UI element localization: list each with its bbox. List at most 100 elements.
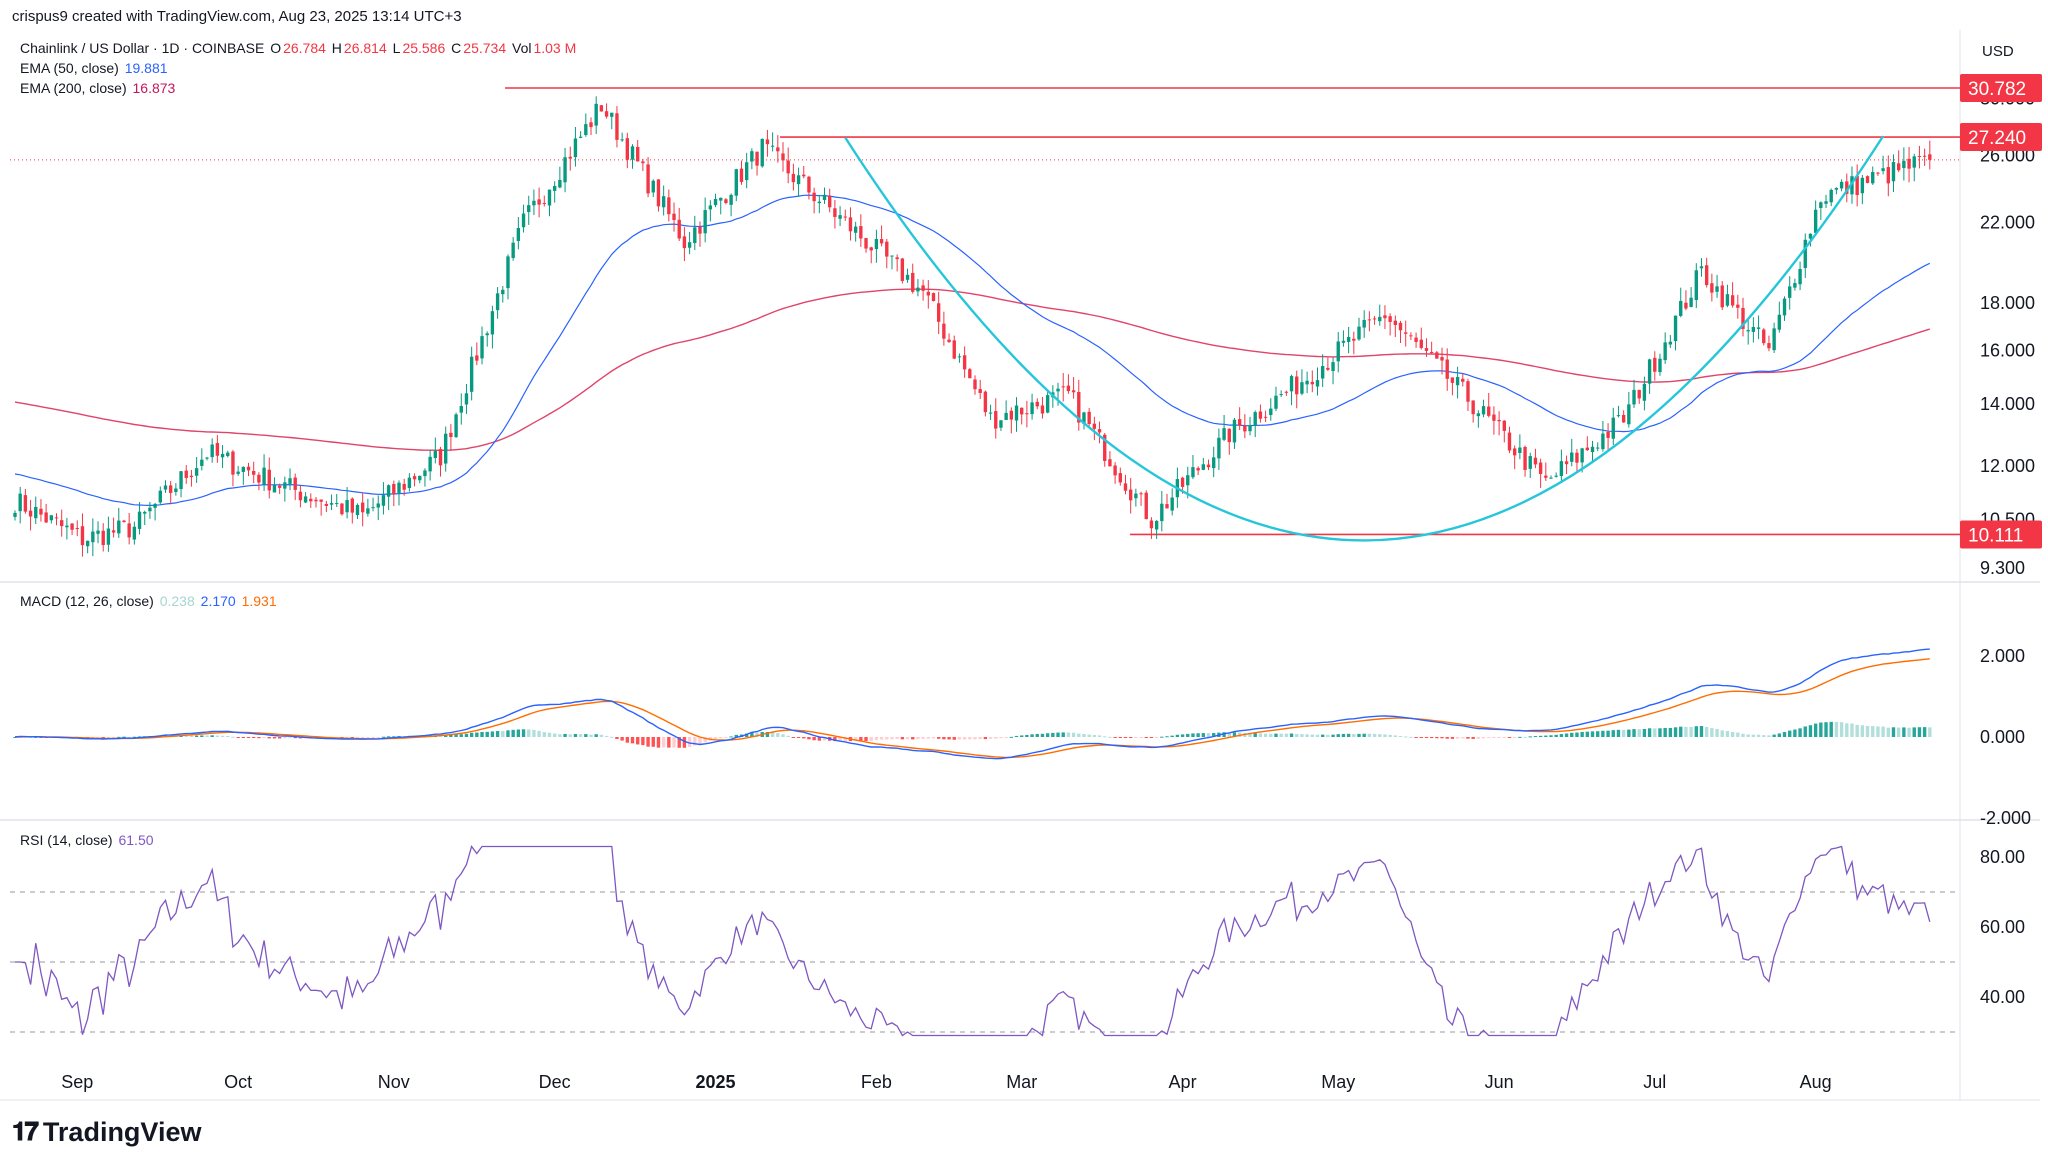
rsi-axis-tick: 80.00 bbox=[1980, 847, 2025, 867]
candle-body bbox=[65, 525, 69, 528]
macd-histogram-bar bbox=[1263, 733, 1268, 737]
candle-body bbox=[75, 527, 79, 529]
macd-histogram-bar bbox=[1549, 735, 1553, 737]
macd-histogram-bar bbox=[973, 737, 977, 740]
macd-histogram-bar bbox=[1258, 733, 1263, 737]
level-price-tag bbox=[1960, 520, 2042, 549]
macd-histogram-bar bbox=[687, 737, 692, 748]
tradingview-logo-icon: 𝟏𝟕 bbox=[12, 1116, 39, 1146]
candle-body bbox=[885, 241, 889, 257]
macd-histogram-bar bbox=[1544, 735, 1548, 737]
macd-histogram-bar bbox=[283, 737, 287, 739]
candle-body bbox=[210, 444, 214, 458]
candle-body bbox=[1227, 428, 1231, 443]
candle-body bbox=[168, 485, 173, 493]
candle-body bbox=[931, 293, 936, 302]
candle-body bbox=[1263, 416, 1268, 418]
macd-histogram-bar bbox=[869, 737, 873, 741]
candle-body bbox=[132, 526, 137, 540]
candle-body bbox=[1715, 286, 1719, 292]
candle-body bbox=[1824, 201, 1828, 204]
macd-histogram-bar bbox=[957, 737, 962, 740]
candle-body bbox=[231, 451, 235, 475]
candle-body bbox=[760, 138, 764, 167]
macd-histogram-bar bbox=[288, 737, 292, 739]
candle-body bbox=[1450, 377, 1455, 383]
candle-body bbox=[812, 192, 816, 202]
candle-body bbox=[44, 512, 48, 523]
candle-body bbox=[1274, 395, 1278, 409]
macd-histogram-bar bbox=[127, 736, 131, 738]
candle-body bbox=[1103, 434, 1107, 461]
macd-histogram-bar bbox=[1429, 737, 1434, 739]
macd-histogram-bar bbox=[947, 737, 951, 740]
candle-body bbox=[1004, 412, 1008, 420]
candle-body bbox=[511, 242, 515, 259]
candle-body bbox=[1315, 380, 1320, 387]
macd-histogram-bar bbox=[1616, 729, 1621, 737]
macd-histogram-bar bbox=[200, 735, 204, 737]
candle-body bbox=[848, 217, 853, 232]
candle-body bbox=[303, 496, 308, 503]
macd-histogram-bar bbox=[1570, 732, 1574, 737]
macd-histogram-bar bbox=[386, 736, 391, 738]
candle-body bbox=[994, 411, 998, 429]
macd-histogram-bar bbox=[1507, 737, 1512, 738]
candle-body bbox=[1876, 172, 1880, 174]
candle-body bbox=[1237, 419, 1242, 426]
candle-body bbox=[537, 199, 541, 205]
macd-histogram-bar bbox=[1523, 736, 1527, 738]
macd-histogram-bar bbox=[599, 734, 604, 737]
candle-body bbox=[900, 258, 905, 281]
macd-histogram-bar bbox=[1627, 729, 1631, 737]
macd-histogram-bar bbox=[485, 731, 489, 737]
candle-body bbox=[340, 503, 344, 515]
candle-body bbox=[729, 194, 733, 205]
macd-histogram-bar bbox=[1113, 737, 1117, 738]
candle-body bbox=[174, 488, 178, 492]
macd-histogram-bar bbox=[1886, 727, 1890, 737]
macd-histogram-bar bbox=[495, 731, 500, 737]
time-axis-tick: Nov bbox=[378, 1072, 410, 1092]
candle-body bbox=[148, 507, 152, 512]
macd-histogram-bar bbox=[802, 737, 806, 739]
macd-histogram-bar bbox=[1020, 735, 1024, 737]
level-price-tag bbox=[1960, 123, 2042, 152]
candle-body bbox=[1212, 457, 1216, 469]
candle-body bbox=[1642, 383, 1647, 401]
macd-histogram-bar bbox=[1025, 734, 1029, 737]
macd-histogram-bar bbox=[1497, 737, 1501, 738]
macd-histogram-bar bbox=[1668, 727, 1673, 737]
macd-histogram-bar bbox=[646, 737, 650, 747]
candle-body bbox=[1300, 382, 1304, 394]
candle-body bbox=[1108, 459, 1112, 467]
candle-body bbox=[1746, 330, 1750, 332]
candle-body bbox=[469, 356, 474, 392]
macd-histogram-bar bbox=[1279, 733, 1283, 737]
candle-body bbox=[636, 146, 640, 162]
macd-histogram-bar bbox=[215, 735, 220, 737]
candle-body bbox=[293, 477, 297, 490]
macd-histogram-bar bbox=[682, 737, 687, 748]
macd-histogram-bar bbox=[879, 737, 884, 740]
macd-histogram-bar bbox=[252, 737, 256, 738]
macd-histogram-bar bbox=[262, 737, 266, 739]
macd-histogram-bar bbox=[1352, 734, 1356, 737]
candle-body bbox=[184, 470, 188, 478]
candle-body bbox=[329, 503, 334, 505]
candle-body bbox=[895, 257, 899, 260]
candle-body bbox=[85, 540, 90, 547]
candle-body bbox=[464, 393, 469, 405]
macd-histogram-bar bbox=[1777, 733, 1782, 737]
macd-histogram-bar bbox=[936, 737, 941, 739]
macd-histogram-bar bbox=[226, 736, 230, 738]
time-axis-tick: Aug bbox=[1800, 1072, 1832, 1092]
macd-histogram-bar bbox=[1881, 726, 1885, 737]
macd-histogram-bar bbox=[594, 734, 598, 737]
macd-histogram-bar bbox=[1295, 733, 1299, 737]
macd-histogram-bar bbox=[1466, 737, 1470, 739]
candle-body bbox=[1092, 423, 1097, 429]
macd-histogram-bar bbox=[1471, 737, 1475, 739]
rsi-line bbox=[15, 845, 1931, 1037]
